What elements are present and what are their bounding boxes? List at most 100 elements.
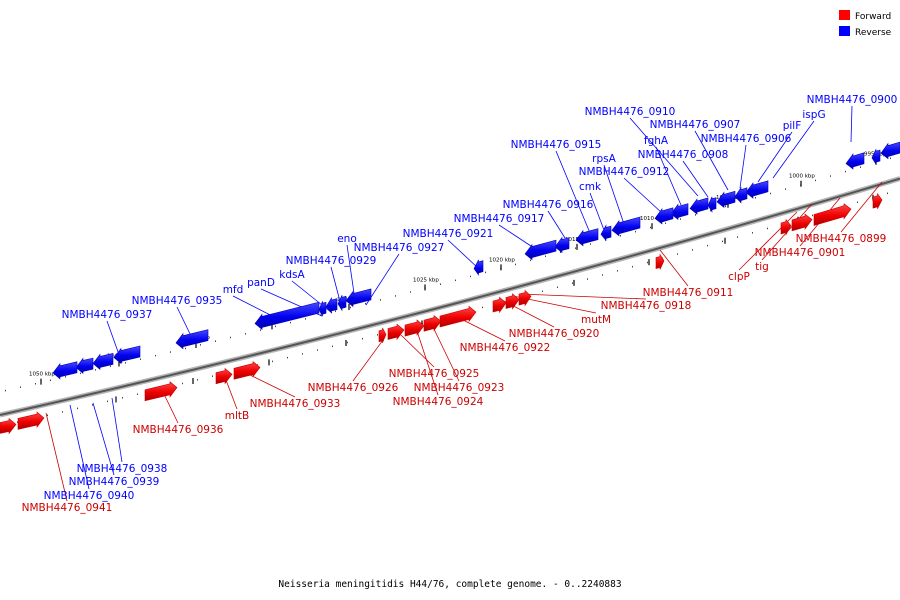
- minor-tick: [770, 192, 771, 195]
- gene-forward-arrow[interactable]: [872, 192, 883, 209]
- gene-reverse-arrow[interactable]: [92, 353, 114, 371]
- gene-reverse-arrow[interactable]: [318, 301, 327, 317]
- gene-reverse-arrow[interactable]: [337, 295, 347, 312]
- gene-label[interactable]: NMBH4476_0910: [585, 106, 676, 118]
- gene-forward-arrow[interactable]: [813, 203, 852, 226]
- gene-label[interactable]: NMBH4476_0906: [701, 133, 792, 145]
- gene-reverse-arrow[interactable]: [175, 329, 209, 350]
- gene-label[interactable]: tig: [755, 261, 769, 273]
- gene-label[interactable]: NMBH4476_0929: [286, 255, 377, 267]
- minor-tick: [542, 290, 543, 293]
- gene-label[interactable]: NMBH4476_0923: [414, 382, 505, 394]
- gene-label[interactable]: mfd: [223, 284, 244, 296]
- leader-line: [69, 404, 90, 490]
- gene-forward-arrow[interactable]: [0, 417, 17, 435]
- minor-tick: [80, 372, 81, 375]
- gene-forward-arrow[interactable]: [233, 360, 261, 380]
- gene-reverse-arrow[interactable]: [524, 239, 557, 261]
- gene-label[interactable]: NMBH4476_0920: [509, 328, 600, 340]
- gene-label[interactable]: NMBH4476_0941: [22, 502, 113, 514]
- leader-line: [92, 402, 115, 476]
- gene-forward-arrow[interactable]: [439, 305, 477, 328]
- gene-reverse-arrow[interactable]: [716, 190, 736, 209]
- gene-label[interactable]: NMBH4476_0933: [250, 398, 341, 410]
- gene-reverse-arrow[interactable]: [325, 296, 338, 314]
- leader-line: [45, 412, 68, 502]
- gene-reverse-arrow[interactable]: [52, 361, 78, 380]
- gene-label[interactable]: NMBH4476_0918: [601, 300, 692, 312]
- gene-label[interactable]: NMBH4476_0925: [389, 368, 480, 380]
- gene-label[interactable]: panD: [247, 277, 275, 289]
- gene-label[interactable]: clpP: [728, 271, 750, 283]
- gene-label[interactable]: NMBH4476_0907: [650, 119, 741, 131]
- gene-label[interactable]: NMBH4476_0908: [638, 149, 729, 161]
- gene-reverse-arrow[interactable]: [871, 149, 881, 166]
- gene-forward-arrow[interactable]: [780, 218, 792, 236]
- gene-label[interactable]: NMBH4476_0936: [133, 424, 224, 436]
- gene-reverse-arrow[interactable]: [113, 345, 141, 365]
- gene-label[interactable]: NMBH4476_0935: [132, 295, 223, 307]
- gene-reverse-arrow[interactable]: [745, 180, 769, 199]
- gene-reverse-arrow[interactable]: [75, 357, 94, 375]
- gene-forward-arrow[interactable]: [378, 327, 387, 344]
- gene-forward-arrow[interactable]: [17, 411, 45, 430]
- gene-reverse-arrow[interactable]: [345, 288, 372, 308]
- gene-forward-arrow[interactable]: [505, 293, 520, 310]
- gene-label[interactable]: ispG: [802, 109, 825, 121]
- gene-reverse-arrow[interactable]: [689, 197, 709, 215]
- gene-label[interactable]: NMBH4476_0917: [454, 213, 545, 225]
- gene-label[interactable]: mltB: [225, 410, 249, 422]
- gene-reverse-arrow[interactable]: [845, 152, 865, 170]
- gene-reverse-arrow[interactable]: [554, 236, 570, 254]
- gene-forward-arrow[interactable]: [655, 253, 665, 270]
- gene-reverse-arrow[interactable]: [670, 203, 689, 221]
- leader-line: [365, 253, 400, 306]
- gene-label[interactable]: eno: [337, 233, 357, 245]
- minor-tick: [845, 170, 846, 173]
- gene-label[interactable]: cmk: [579, 181, 602, 193]
- minor-tick: [197, 379, 198, 381]
- gene-reverse-arrow[interactable]: [880, 141, 900, 160]
- gene-reverse-arrow[interactable]: [254, 301, 320, 331]
- gene-label[interactable]: NMBH4476_0940: [44, 490, 135, 502]
- gene-label[interactable]: NMBH4476_0916: [503, 199, 594, 211]
- kbp-tick-label: 1000 kbp: [789, 174, 815, 180]
- gene-label[interactable]: rpsA: [592, 153, 616, 165]
- gene-reverse-arrow[interactable]: [707, 196, 717, 213]
- gene-label[interactable]: NMBH4476_0937: [62, 309, 153, 321]
- gene-reverse-arrow[interactable]: [654, 207, 674, 225]
- gene-label[interactable]: NMBH4476_0899: [796, 233, 887, 245]
- gene-forward-arrow[interactable]: [215, 367, 233, 385]
- gene-label[interactable]: NMBH4476_0901: [755, 247, 846, 259]
- gene-label[interactable]: NMBH4476_0921: [403, 228, 494, 240]
- gene-reverse-arrow[interactable]: [473, 259, 484, 276]
- leader-line: [850, 105, 853, 143]
- gene-label[interactable]: NMBH4476_0912: [579, 166, 670, 178]
- gene-reverse-arrow[interactable]: [611, 216, 641, 237]
- gene-reverse-arrow[interactable]: [600, 224, 612, 242]
- gene-label[interactable]: NMBH4476_0900: [807, 94, 898, 106]
- gene-label[interactable]: NMBH4476_0911: [643, 287, 734, 299]
- gene-label[interactable]: NMBH4476_0924: [393, 396, 484, 408]
- gene-label[interactable]: NMBH4476_0939: [69, 476, 160, 488]
- gene-forward-arrow[interactable]: [404, 319, 425, 337]
- gene-forward-arrow[interactable]: [423, 314, 442, 332]
- gene-label[interactable]: pilF: [783, 120, 802, 132]
- gene-label[interactable]: kdsA: [279, 269, 305, 281]
- gene-reverse-arrow[interactable]: [575, 228, 599, 247]
- gene-forward-arrow[interactable]: [144, 381, 178, 402]
- gene-label[interactable]: NMBH4476_0926: [308, 382, 399, 394]
- minor-tick: [92, 404, 93, 406]
- gene-label[interactable]: NMBH4476_0938: [77, 463, 168, 475]
- gene-label[interactable]: NMBH4476_0915: [511, 139, 602, 151]
- gene-forward-arrow[interactable]: [387, 323, 405, 341]
- gene-label[interactable]: fghA: [644, 135, 669, 147]
- gene-reverse-arrow[interactable]: [734, 186, 748, 204]
- gene-label[interactable]: NMBH4476_0927: [354, 242, 445, 254]
- gene-forward-arrow[interactable]: [518, 289, 532, 307]
- gene-forward-arrow[interactable]: [791, 213, 813, 232]
- minor-tick: [422, 322, 423, 324]
- gene-forward-arrow[interactable]: [492, 296, 507, 314]
- gene-label[interactable]: NMBH4476_0922: [460, 342, 551, 354]
- gene-label[interactable]: mutM: [581, 314, 611, 326]
